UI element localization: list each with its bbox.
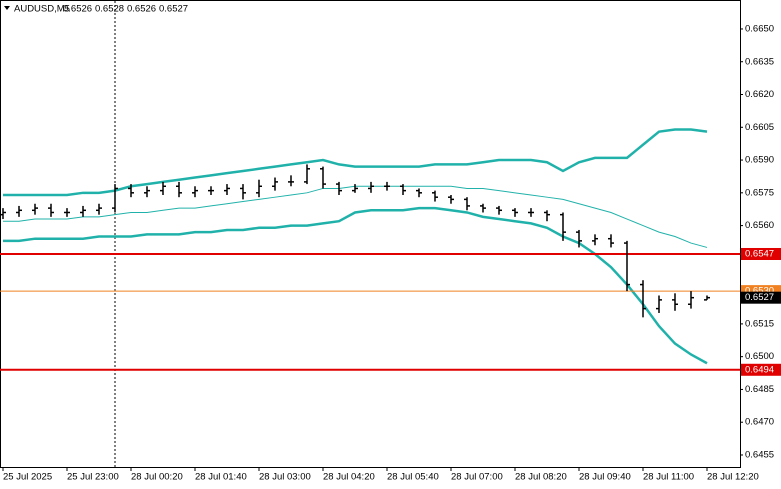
y-tick-label: 0.6575 (745, 187, 774, 198)
header-value: 0.6526 (127, 4, 156, 15)
header-value: 0.6527 (159, 4, 188, 15)
y-tick-label: 0.6590 (745, 155, 774, 166)
y-tick-label: 0.6620 (745, 89, 774, 100)
x-tick-label: 28 Jul 08:20 (515, 472, 567, 483)
x-tick-label: 28 Jul 00:20 (131, 472, 183, 483)
band-line (3, 128, 708, 197)
y-tick-label: 0.6455 (745, 449, 774, 460)
header-value: 0.6528 (95, 4, 124, 15)
y-tick-label: 0.6635 (745, 56, 774, 67)
x-tick-label: 28 Jul 04:20 (323, 472, 375, 483)
x-tick-label: 25 Jul 2025 (3, 472, 52, 483)
header-value: 0.6526 (63, 4, 92, 15)
price-box (741, 247, 781, 260)
price-box-label: 0.6494 (745, 364, 774, 375)
price-box-label: 0.6527 (745, 292, 774, 303)
y-tick-label: 0.6560 (745, 220, 774, 231)
price-box (741, 291, 781, 304)
price-box-label: 0.6547 (745, 249, 774, 260)
x-tick-label: 28 Jul 01:40 (195, 472, 247, 483)
x-tick-label: 28 Jul 05:40 (387, 472, 439, 483)
y-tick-label: 0.6470 (745, 417, 774, 428)
chart-title: AUDUSD,M5 (14, 4, 70, 15)
y-tick-label: 0.6605 (745, 122, 774, 133)
price-box-label: 0.6530 (745, 286, 774, 297)
band-line (3, 206, 708, 365)
y-tick-label: 0.6515 (745, 318, 774, 329)
x-tick-label: 28 Jul 03:00 (259, 472, 311, 483)
x-tick-label: 28 Jul 12:20 (707, 472, 759, 483)
y-tick-label: 0.6650 (745, 23, 774, 34)
y-tick-label: 0.6485 (745, 384, 774, 395)
menu-triangle (4, 6, 10, 10)
x-tick-label: 28 Jul 11:00 (643, 472, 694, 483)
x-tick-label: 28 Jul 07:00 (451, 472, 503, 483)
plot-frame (0, 0, 741, 468)
price-box (741, 363, 781, 376)
x-tick-label: 25 Jul 23:00 (67, 472, 119, 483)
y-tick-label: 0.6500 (745, 351, 774, 362)
x-tick-label: 28 Jul 09:40 (579, 472, 631, 483)
